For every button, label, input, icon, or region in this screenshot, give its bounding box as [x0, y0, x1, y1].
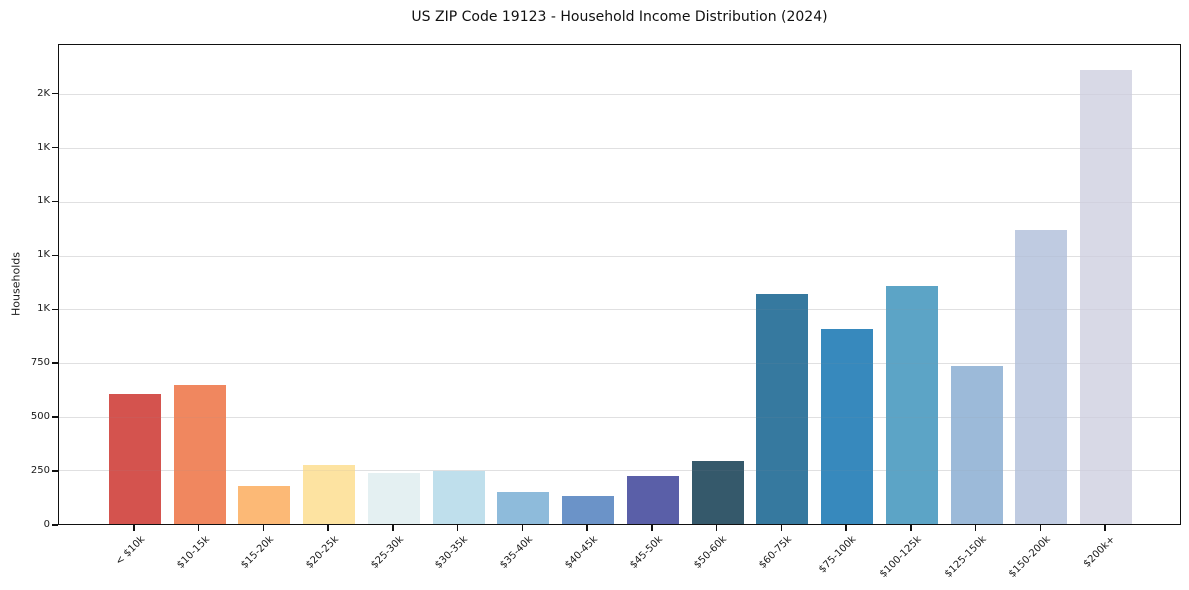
y-tick-label: 1K — [37, 141, 50, 153]
bar — [562, 495, 615, 524]
y-axis-tick — [52, 254, 58, 257]
bar — [497, 492, 550, 524]
y-tick-label: 1K — [37, 249, 50, 261]
gridline-overlay — [59, 416, 1180, 418]
gridline — [59, 470, 1180, 472]
x-axis-tick — [392, 525, 394, 531]
gridline-overlay — [59, 201, 1180, 203]
y-tick-label: 1K — [37, 195, 50, 207]
chart-title: US ZIP Code 19123 - Household Income Dis… — [411, 9, 828, 25]
x-axis-tick — [715, 525, 718, 531]
x-tick-label-text: $10-15k — [174, 534, 212, 571]
x-tick-label-text: $35-40k — [498, 534, 536, 571]
bar — [432, 470, 485, 524]
bar — [821, 328, 874, 524]
x-axis-tick — [1039, 525, 1042, 531]
x-axis-tick — [1104, 525, 1106, 531]
bar — [885, 286, 938, 524]
bar — [1080, 69, 1132, 524]
y-axis-tick — [52, 146, 58, 149]
gridline-overlay — [59, 148, 1180, 150]
x-tick-label-text: $45-50k — [627, 534, 665, 571]
bar — [303, 464, 356, 524]
x-axis-tick — [651, 525, 653, 531]
gridline — [59, 309, 1180, 311]
x-axis-tick — [521, 525, 524, 531]
bar — [109, 393, 161, 524]
x-tick-label-text: $100-125k — [877, 534, 924, 580]
gridline — [59, 201, 1180, 203]
x-tick-label-text: $50-60k — [692, 534, 730, 571]
x-tick-label-text: $25-30k — [368, 534, 406, 571]
y-tick-label: 2K — [37, 87, 50, 99]
gridline-overlay — [59, 470, 1180, 472]
x-tick-label-text: $30-35k — [433, 534, 471, 571]
y-axis-tick — [52, 416, 58, 418]
y-axis-tick — [52, 200, 58, 203]
x-axis-tick — [327, 525, 329, 531]
x-tick-label-text: $60-75k — [757, 534, 795, 571]
bar — [626, 476, 679, 524]
bar — [173, 384, 226, 524]
x-tick-label-text: $15-20k — [239, 534, 277, 571]
x-axis-tick — [974, 525, 977, 531]
y-axis-tick — [52, 308, 58, 311]
x-axis-tick — [262, 525, 265, 531]
y-tick-label: 1K — [37, 303, 50, 315]
gridline-overlay — [59, 309, 1180, 311]
x-tick-label-text: $125-150k — [942, 534, 989, 580]
x-axis-tick — [197, 525, 200, 531]
x-axis-tick — [456, 525, 459, 531]
x-axis-tick — [845, 525, 847, 531]
y-axis-tick — [52, 362, 58, 364]
x-tick-label-text: $75-100k — [817, 534, 859, 576]
y-axis-tick — [52, 92, 58, 95]
gridline-overlay — [59, 255, 1180, 257]
x-tick-label-text: $40-45k — [562, 534, 600, 571]
plot-area — [58, 44, 1181, 525]
y-tick-label: 750 — [30, 357, 50, 369]
y-axis-tick — [52, 524, 58, 526]
bar — [756, 293, 809, 524]
y-tick-label: 500 — [30, 411, 50, 423]
gridline-overlay — [59, 362, 1180, 364]
bar — [238, 486, 291, 524]
x-axis-tick — [133, 525, 135, 531]
gridline — [59, 94, 1180, 96]
y-axis-tick — [52, 470, 58, 472]
gridline — [59, 362, 1180, 364]
x-tick-label-text: < $10k — [113, 534, 147, 568]
gridline-overlay — [59, 94, 1180, 96]
gridline — [59, 255, 1180, 257]
bar — [367, 472, 420, 524]
x-tick-label-text: $20-25k — [304, 534, 341, 571]
gridline — [59, 416, 1180, 418]
x-axis-tick — [910, 525, 912, 531]
x-axis-tick — [586, 525, 588, 531]
bar — [950, 365, 1003, 524]
bar — [691, 461, 744, 524]
bar — [1015, 229, 1068, 524]
x-axis-tick — [780, 525, 783, 531]
x-tick-label-text: $150-200k — [1007, 534, 1054, 580]
gridline — [59, 148, 1180, 150]
y-tick-label: 250 — [30, 465, 50, 477]
x-tick-label-text: $200k+ — [1081, 534, 1118, 570]
y-tick-label: 0 — [43, 519, 50, 530]
